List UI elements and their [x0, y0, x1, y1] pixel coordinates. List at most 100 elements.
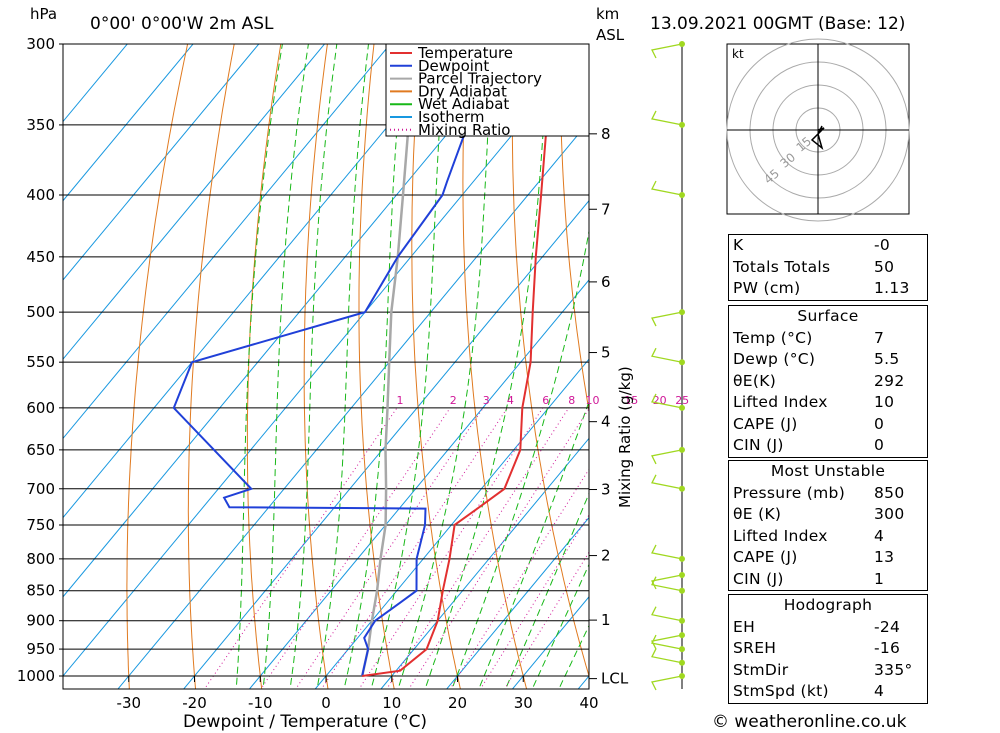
isotherm-line: [380, 437, 589, 689]
surface-label: Dewp (°C): [733, 350, 816, 368]
wind-level-dot: [679, 41, 685, 47]
wind-barb: [651, 43, 683, 59]
legend-label: Dry Adiabat: [418, 82, 507, 100]
surface-row: Dewp (°C) 5.5: [729, 349, 927, 371]
wind-level-dot: [679, 617, 685, 624]
isotherm-line: [63, 44, 194, 202]
surface-row: θE(K) 292: [729, 371, 927, 393]
surface-value: 292: [874, 371, 905, 390]
wind-barb: [651, 574, 683, 590]
hodograph-label: StmDir: [733, 660, 789, 679]
wet-adiabat-line: [478, 399, 589, 689]
pressure-tick-label: 1000: [17, 667, 55, 685]
wind-level-dot: [679, 572, 685, 578]
x-axis-label: Dewpoint / Temperature (°C): [183, 712, 427, 732]
hodograph-label: StmSpd (kt): [733, 682, 829, 700]
hodograph-trace: [810, 125, 825, 151]
hodograph-table: Hodograph EH -24 SREH -16 StmDir 335° StmSp…: [728, 594, 928, 704]
km-tick-label: 3: [601, 481, 611, 499]
surface-label: Lifted Index: [733, 393, 828, 411]
most-unstable-value: 13: [874, 548, 895, 566]
km-tick-label: 1: [601, 611, 611, 629]
pressure-tick-label: 900: [26, 612, 55, 630]
temperature-tick-label: 10: [382, 694, 401, 712]
km-tick-label: 8: [601, 125, 611, 143]
most-unstable-label: CAPE (J): [733, 548, 798, 566]
hodograph-table-title: Hodograph: [783, 596, 873, 614]
most-unstable-table: Most Unstable Pressure (mb) 850 θE (K) 300…: [728, 460, 928, 591]
pressure-tick-label: 950: [26, 640, 55, 658]
dry-adiabat-line: [462, 44, 528, 689]
pressure-tick-label: 450: [26, 248, 55, 266]
temperature-tick-label: 40: [579, 694, 598, 712]
mixing-ratio-line: [408, 407, 589, 689]
legend-label: Isotherm: [418, 108, 485, 126]
most-unstable-label: CIN (J): [733, 569, 784, 588]
hodograph-label: SREH: [733, 639, 777, 657]
most-unstable-label: θE (K): [733, 505, 782, 523]
most-unstable-row: CIN (J) 1: [729, 569, 927, 591]
isotherm-line: [446, 516, 589, 689]
wind-level-dot: [679, 587, 685, 594]
most-unstable-label: Pressure (mb): [733, 483, 846, 502]
km-tick-label: 5: [601, 344, 611, 362]
asl-label: ASL: [596, 26, 625, 44]
pressure-tick-label: 650: [26, 441, 55, 459]
hodograph-value: 335°: [874, 660, 913, 679]
dry-adiabat-line: [187, 44, 235, 689]
km-tick-label: LCL: [601, 670, 629, 688]
parcel-trajectory-line: [360, 44, 418, 677]
index-value: -0: [874, 236, 891, 254]
mixing-ratio-label: 3: [483, 394, 490, 407]
wind-level-dot: [679, 485, 685, 492]
dry-adiabat-line: [559, 44, 589, 414]
surface-value: 10: [874, 393, 895, 411]
datetime-label: 13.09.2021 00GMT (Base: 12): [650, 14, 905, 34]
km-tick-label: 2: [601, 547, 611, 565]
wind-barb: [651, 311, 683, 327]
isotherm-line: [63, 44, 391, 440]
pressure-tick-label: 400: [26, 186, 55, 204]
mixing-ratio-label: 1: [397, 394, 404, 407]
surface-value: 7: [874, 328, 885, 347]
temperature-tick-label: -20: [182, 694, 207, 712]
location-label: 0°00' 0°00'W 2m ASL: [90, 14, 274, 34]
pressure-tick-label: 750: [26, 516, 55, 534]
copyright-label: © weatheronline.co.uk: [712, 712, 907, 732]
index-label: Totals Totals: [733, 257, 831, 276]
legend-label: Temperature: [417, 44, 513, 62]
index-value: 1.13: [874, 279, 910, 297]
wind-level-dot: [679, 673, 685, 679]
most-unstable-label: Lifted Index: [733, 526, 828, 545]
legend-box: [385, 43, 590, 137]
hodograph-label: EH: [733, 617, 756, 636]
isotherm-line: [63, 44, 326, 360]
wind-level-dot: [679, 404, 685, 411]
wet-adiabat-line: [397, 44, 494, 689]
index-label: K: [733, 236, 744, 254]
surface-label: CAPE (J): [733, 414, 798, 433]
index-row: Totals Totals 50: [729, 257, 927, 279]
index-row: K -0: [729, 235, 927, 257]
surface-label: Temp (°C): [733, 328, 813, 347]
wind-barb: [651, 634, 683, 650]
most-unstable-value: 850: [874, 483, 905, 502]
wind-barb: [651, 606, 683, 622]
isotherm-line: [63, 44, 128, 123]
temperature-tick-label: 30: [514, 694, 533, 712]
pressure-tick-label: 500: [26, 303, 55, 321]
wind-barb: [651, 675, 683, 691]
indices-table: K -0 Totals Totals 50 PW (cm) 1.13: [728, 234, 928, 301]
wet-adiabat-line: [316, 44, 370, 689]
legend-label: Dewpoint: [418, 57, 489, 75]
dry-adiabat-line: [511, 44, 589, 678]
wet-adiabat-line: [370, 44, 446, 689]
most-unstable-value: 1: [874, 569, 885, 588]
wind-level-dot: [679, 632, 685, 639]
dry-adiabat-line: [358, 44, 395, 689]
plot-frame: [62, 43, 590, 690]
most-unstable-value: 300: [874, 505, 905, 523]
pressure-tick-label: 800: [26, 550, 55, 568]
legend-label: Mixing Ratio: [418, 121, 510, 139]
